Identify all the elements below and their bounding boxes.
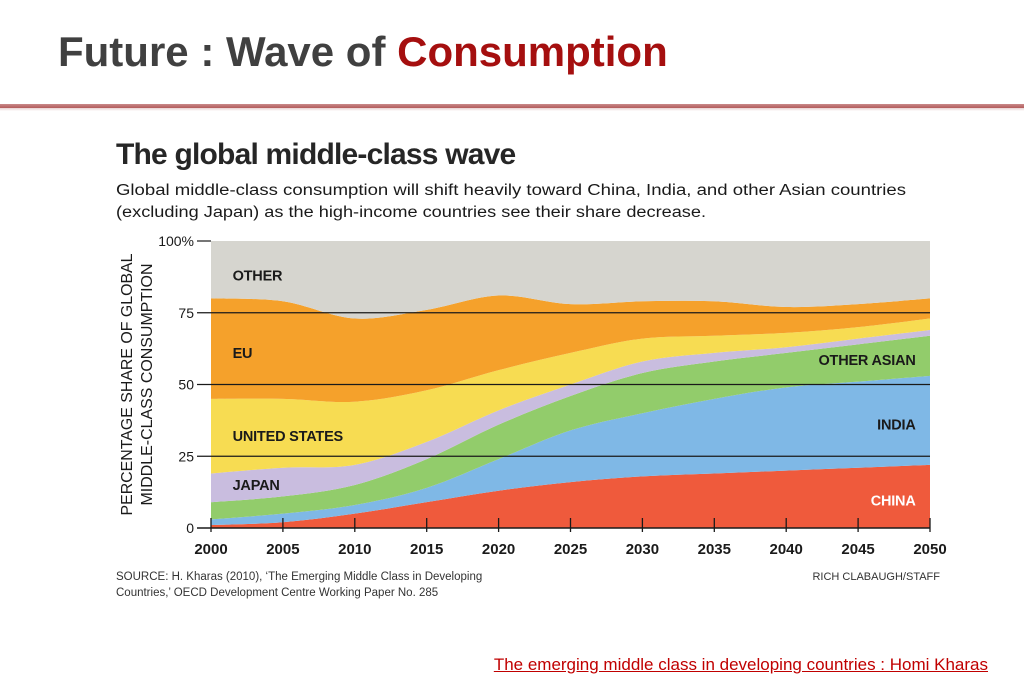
source-note-line-2: Countries,’ OECD Development Centre Work… — [116, 587, 438, 599]
y-axis-title-line-2: MIDDLE-CLASS CONSUMPTION — [139, 264, 156, 506]
x-tick-label-2050: 2050 — [913, 541, 946, 558]
y-tick-label-25: 25 — [178, 448, 194, 464]
y-tick-label-75: 75 — [178, 305, 194, 321]
axes — [197, 240, 931, 532]
stacked-areas — [211, 241, 930, 528]
x-tick-label-2040: 2040 — [770, 541, 803, 558]
area-japan — [211, 329, 930, 503]
chart-title: The global middle-class wave — [116, 138, 516, 171]
x-tick-label-2015: 2015 — [410, 541, 443, 558]
area-united-states — [211, 318, 930, 474]
slide-title-accent: Consumption — [397, 28, 668, 75]
series-label-china: CHINA — [871, 494, 917, 510]
source-note-line-1: SOURCE: H. Kharas (2010), ‘The Emerging … — [116, 571, 482, 583]
x-tick-label-2010: 2010 — [338, 541, 371, 558]
y-axis-title-line-1: PERCENTAGE SHARE OF GLOBAL — [119, 253, 136, 515]
y-tick-label-0: 0 — [186, 520, 194, 536]
y-tick-label-100: 100% — [158, 233, 194, 249]
series-label-other-asian: OTHER ASIAN — [818, 353, 915, 369]
chart-text: 0 25 50 75 100% 2000 2005 2010 2015 2020 2025 2030 2… — [116, 138, 947, 599]
area-india — [211, 375, 930, 526]
series-label-other: OTHER — [233, 268, 283, 284]
y-tick-label-50: 50 — [178, 377, 194, 393]
series-label-united-states: UNITED STATES — [233, 429, 344, 445]
area-eu — [211, 295, 930, 403]
gridlines — [197, 312, 930, 457]
x-tick-label-2045: 2045 — [841, 541, 874, 558]
series-label-japan: JAPAN — [233, 478, 280, 494]
x-tick-label-2030: 2030 — [626, 541, 659, 558]
area-other — [211, 241, 930, 319]
x-tick-label-2000: 2000 — [194, 541, 227, 558]
area-other-asian — [211, 335, 930, 520]
title-divider — [0, 104, 1024, 108]
title-divider-shadow — [0, 108, 1024, 111]
photo-credit: RICH CLABAUGH/STAFF — [812, 571, 940, 583]
x-tick-label-2025: 2025 — [554, 541, 587, 558]
x-tick-label-2005: 2005 — [266, 541, 299, 558]
series-label-india: INDIA — [877, 418, 916, 434]
series-label-eu: EU — [233, 346, 253, 362]
x-tick-label-2035: 2035 — [698, 541, 731, 558]
area-china — [211, 464, 930, 528]
middle-class-wave-chart: 0 25 50 75 100% 2000 2005 2010 2015 2020 2025 2030 2… — [116, 138, 947, 599]
x-tick-label-2020: 2020 — [482, 541, 515, 558]
chart-subtitle-line-1: Global middle-class consumption will shi… — [116, 182, 906, 199]
slide-title: Future : Wave of Consumption — [58, 28, 668, 76]
chart-subtitle-line-2: (excluding Japan) as the high-income cou… — [116, 204, 706, 221]
slide-title-main: Future : Wave of — [58, 28, 398, 75]
source-link[interactable]: The emerging middle class in developing … — [493, 655, 988, 674]
